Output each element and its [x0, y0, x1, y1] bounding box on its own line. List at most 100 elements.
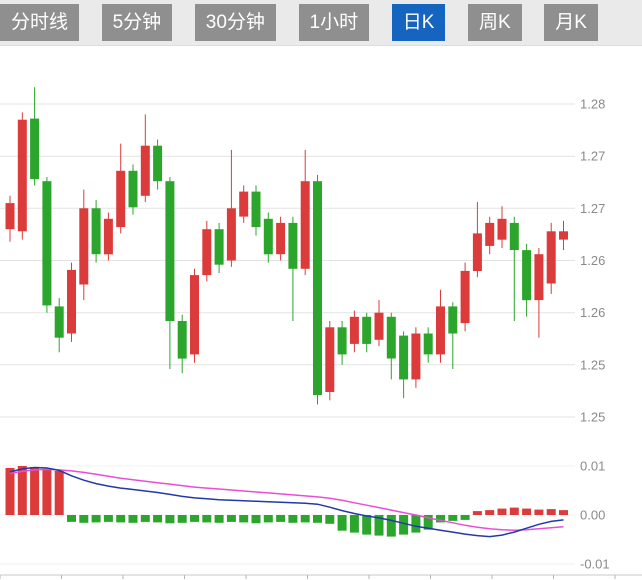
candle-body — [91, 208, 101, 255]
dif-line — [9, 466, 564, 538]
tab-monthly-k[interactable]: 月K — [544, 4, 598, 41]
candle-body — [423, 333, 433, 355]
price-axis-label: 1.25 — [580, 410, 605, 425]
macd-histogram-bar — [423, 515, 433, 530]
candle-body — [349, 316, 359, 344]
chart-area[interactable]: 1.28 1.27 1.27 1.26 1.26 1.25 1.25 0.01 0.00 -0.0… — [0, 46, 642, 580]
macd-histogram-bar — [522, 508, 532, 515]
period-toolbar: 分时线 5分钟 30分钟 1小时 日K 周K 月K — [0, 0, 642, 46]
candle-body — [448, 306, 458, 334]
macd-histogram-bar — [116, 515, 126, 523]
candle-body — [140, 145, 150, 196]
macd-histogram-bar — [226, 515, 236, 522]
macd-histogram-bar — [239, 515, 249, 523]
candle-body — [42, 181, 52, 306]
candle-body — [251, 191, 261, 228]
dea-line — [9, 468, 564, 531]
candle-body — [509, 222, 519, 250]
candle-body — [386, 316, 396, 359]
macd-histogram-bar — [276, 515, 286, 522]
candle-body — [17, 119, 27, 232]
candle-body — [128, 170, 138, 208]
candle-body — [288, 222, 298, 269]
candle-body — [300, 181, 310, 269]
macd-histogram-bar — [460, 515, 470, 520]
candle-body — [116, 170, 126, 228]
macd-histogram-bar — [436, 515, 445, 523]
tab-daily-k[interactable]: 日K — [391, 4, 446, 41]
candlestick-macd-chart: 1.28 1.27 1.27 1.26 1.26 1.25 1.25 0.01 0.00 -0.0… — [0, 87, 642, 579]
candle-body — [436, 306, 445, 355]
candle-body — [399, 335, 409, 380]
macd-histogram-bar — [140, 515, 150, 522]
macd-histogram-bar — [313, 515, 322, 523]
candle-body — [337, 327, 347, 355]
tab-5min[interactable]: 5分钟 — [101, 4, 173, 41]
price-axis-label: 1.26 — [580, 253, 605, 268]
candle-body — [165, 181, 175, 321]
macd-histogram-bar — [263, 515, 273, 523]
macd-histogram-bar — [288, 515, 298, 523]
macd-histogram-bar — [349, 515, 359, 533]
macd-histogram-bar — [165, 515, 175, 524]
candle-body — [362, 316, 372, 344]
macd-axis-label: 0.01 — [580, 459, 605, 474]
candle-body — [103, 218, 113, 255]
macd-histogram-bar — [362, 515, 372, 535]
macd-histogram-bar — [448, 515, 458, 521]
candle-body — [460, 270, 470, 324]
candle-body — [54, 306, 64, 338]
price-axis-label: 1.25 — [580, 357, 605, 372]
candle-body — [497, 218, 507, 240]
tab-timeline[interactable]: 分时线 — [0, 4, 80, 41]
candle-body — [177, 321, 187, 359]
candle-body — [5, 203, 15, 230]
candle-body — [30, 118, 40, 180]
candle-body — [202, 229, 212, 276]
macd-histogram-bar — [559, 510, 568, 515]
macd-histogram-bar — [214, 515, 224, 523]
macd-histogram-bar — [325, 515, 335, 524]
macd-histogram-bar — [411, 515, 421, 533]
macd-histogram-bar — [17, 466, 27, 515]
macd-histogram-bar — [251, 515, 261, 524]
macd-histogram-bar — [534, 509, 544, 515]
macd-histogram-bar — [337, 515, 347, 531]
candle-body — [79, 208, 89, 285]
candle-body — [67, 269, 76, 334]
candle-body — [485, 222, 495, 246]
macd-axis-label: -0.01 — [580, 557, 610, 572]
candle-body — [534, 254, 544, 301]
macd-histogram-bar — [190, 515, 199, 522]
tab-1hour[interactable]: 1小时 — [298, 4, 370, 41]
macd-histogram-bar — [54, 470, 64, 515]
candle-body — [522, 250, 532, 301]
macd-histogram-bar — [399, 515, 409, 535]
macd-histogram-bar — [103, 515, 113, 522]
macd-histogram-bar — [386, 515, 396, 537]
candle-body — [546, 231, 556, 284]
macd-histogram-bar — [42, 468, 52, 515]
macd-histogram-bar — [485, 510, 495, 515]
macd-histogram-bar — [497, 508, 507, 515]
macd-histogram-bar — [5, 468, 15, 515]
candle-body — [374, 312, 384, 340]
macd-histogram-bar — [202, 515, 212, 523]
tab-weekly-k[interactable]: 周K — [467, 4, 522, 41]
price-axis-label: 1.27 — [580, 149, 605, 164]
macd-histogram-bar — [128, 515, 138, 523]
price-axis-label: 1.27 — [580, 201, 605, 216]
tab-30min[interactable]: 30分钟 — [194, 4, 276, 41]
candle-body — [313, 181, 322, 396]
candle-body — [190, 275, 199, 355]
candle-body — [214, 229, 224, 265]
macd-histogram-bar — [30, 467, 40, 515]
macd-histogram-bar — [177, 515, 187, 523]
macd-histogram-bar — [153, 515, 163, 523]
macd-histogram-bar — [79, 515, 89, 523]
price-axis-label: 1.28 — [580, 97, 605, 112]
macd-axis-label: 0.00 — [580, 508, 605, 523]
macd-histogram-bar — [472, 511, 482, 515]
candle-body — [239, 191, 249, 217]
